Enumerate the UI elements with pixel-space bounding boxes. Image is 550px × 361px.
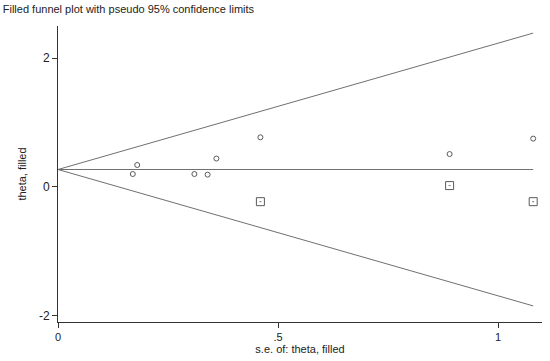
svg-text:0: 0: [43, 180, 50, 194]
svg-text:.5: .5: [273, 331, 282, 343]
svg-text:0: 0: [55, 331, 61, 343]
svg-text:2: 2: [43, 51, 50, 65]
svg-text:-2: -2: [39, 309, 50, 323]
svg-text:1: 1: [495, 331, 501, 343]
svg-text:Filled funnel plot with pseudo: Filled funnel plot with pseudo 95% confi…: [3, 3, 255, 15]
svg-text:s.e. of: theta, filled: s.e. of: theta, filled: [255, 343, 344, 355]
svg-text:theta, filled: theta, filled: [16, 147, 28, 200]
